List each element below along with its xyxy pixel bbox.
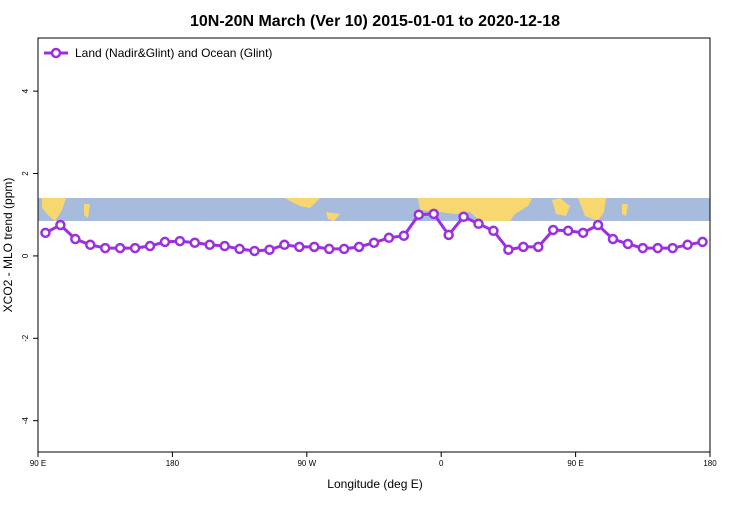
x-tick-label: 90 E [567, 459, 583, 468]
x-tick-label: 0 [439, 459, 444, 468]
data-point [652, 242, 663, 254]
chart-title: 10N-20N March (Ver 10) 2015-01-01 to 202… [190, 13, 560, 30]
y-axis-label: XCO2 - MLO trend (ppm) [1, 178, 15, 313]
data-point [533, 241, 544, 253]
x-tick-label: 180 [703, 459, 717, 468]
data-point [443, 229, 454, 241]
data-point [473, 218, 484, 230]
x-tick-label: 180 [166, 459, 180, 468]
plot-frame [37, 37, 711, 453]
data-point [264, 244, 275, 255]
data-point [323, 243, 335, 255]
data-point [383, 232, 395, 244]
data-point [189, 237, 201, 248]
data-point [204, 239, 215, 251]
data-point [129, 242, 141, 254]
legend-label: Land (Nadir&Glint) and Ocean (Glint) [75, 46, 272, 60]
data-point [577, 227, 589, 239]
data-point [488, 225, 499, 237]
data-point [70, 233, 81, 245]
data-point [174, 235, 186, 247]
y-tick-label: 2 [21, 171, 30, 176]
data-point [40, 227, 51, 239]
data-point [682, 239, 693, 251]
data-point [114, 242, 126, 254]
y-tick-label: -4 [21, 417, 30, 425]
x-tick-label: 90 E [30, 459, 46, 468]
data-point [338, 243, 350, 255]
data-point [592, 219, 604, 231]
data-point [159, 236, 171, 248]
legend-marker [50, 47, 62, 59]
data-point [667, 242, 678, 254]
data-point [503, 244, 514, 255]
data-point [637, 242, 649, 254]
data-point [562, 225, 574, 237]
data-point [99, 242, 111, 254]
data-point [368, 237, 380, 248]
data-point [398, 230, 410, 241]
y-tick-label: 4 [21, 88, 30, 93]
x-tick-label: 90 W [297, 459, 316, 468]
data-point [458, 211, 469, 223]
data-point [413, 209, 425, 220]
data-point [219, 240, 230, 252]
data-point [294, 241, 305, 253]
data-point [55, 219, 66, 231]
y-tick-label: -2 [21, 334, 30, 342]
data-point [249, 245, 260, 257]
x-axis-label: Longitude (deg E) [327, 477, 422, 491]
map-strip [38, 198, 710, 221]
data-point [353, 241, 365, 253]
data-point [518, 241, 529, 253]
data-point [279, 239, 290, 251]
data-point [547, 224, 559, 236]
data-point [607, 233, 619, 245]
y-tick-label: 0 [21, 253, 30, 258]
data-point [309, 241, 320, 253]
data-point [144, 240, 156, 252]
data-point [428, 208, 439, 220]
data-point [85, 239, 96, 251]
data-point [622, 238, 634, 250]
data-point [697, 236, 708, 248]
data-point [234, 243, 245, 255]
